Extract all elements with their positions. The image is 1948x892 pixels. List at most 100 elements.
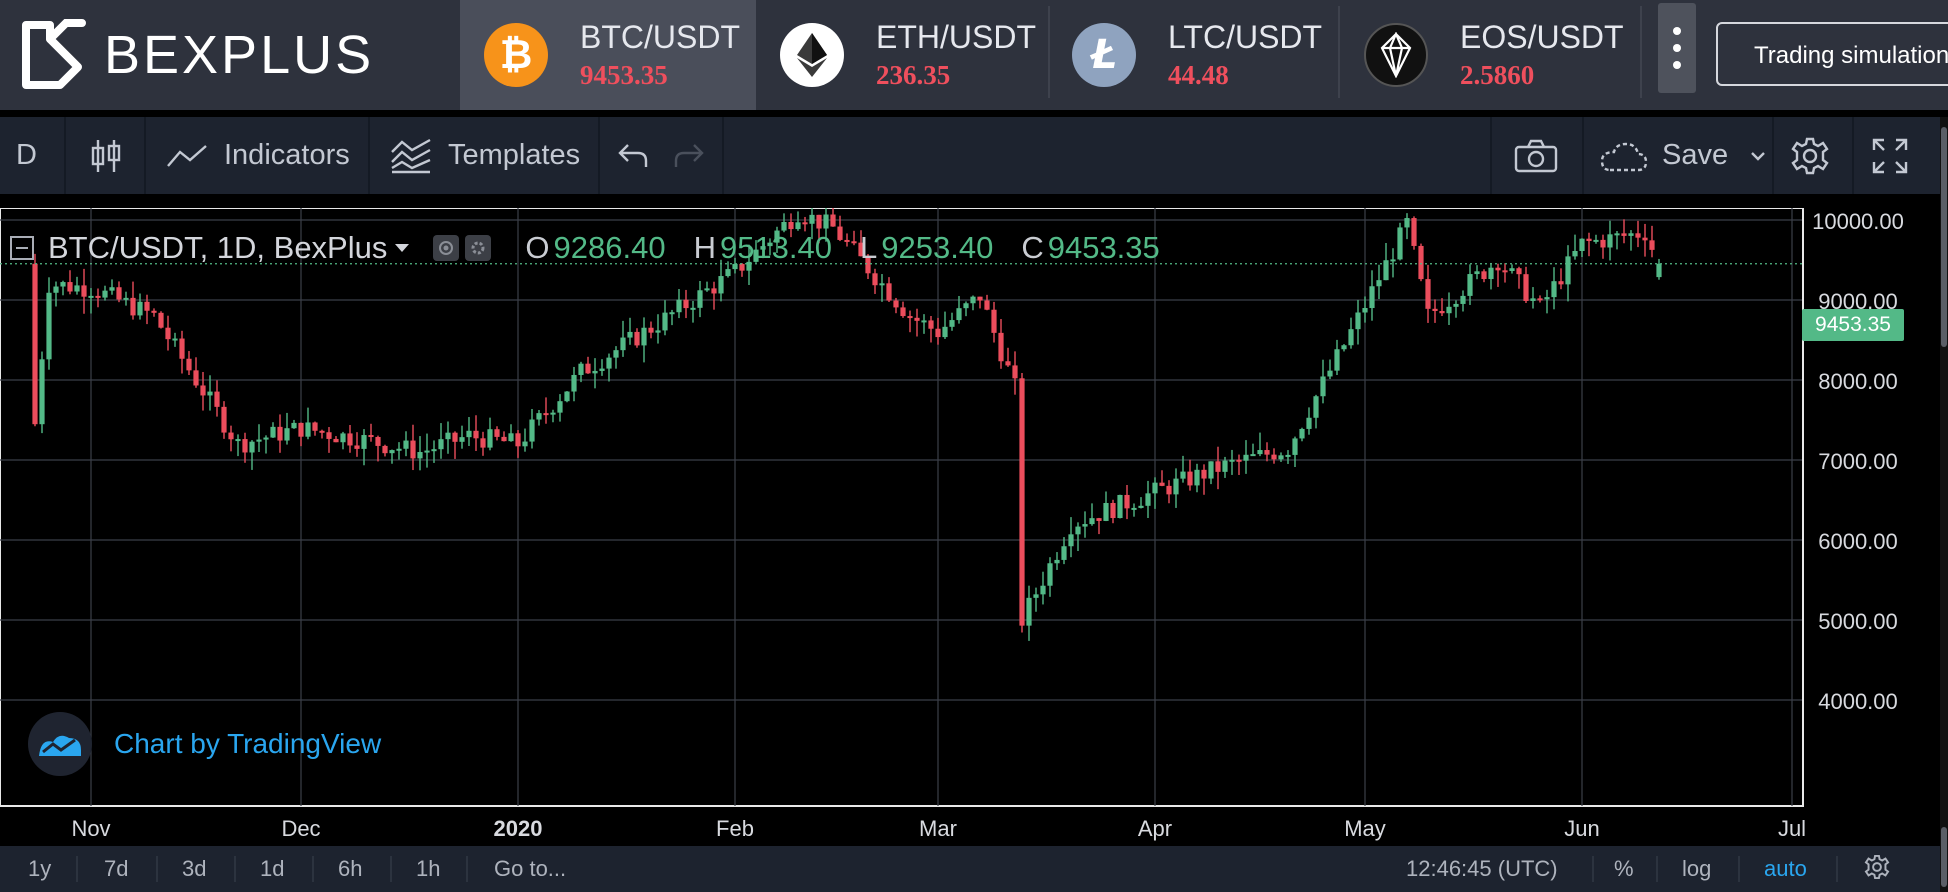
- candle-body: [1628, 233, 1634, 236]
- range-7d[interactable]: 7d: [104, 856, 129, 881]
- candle-body: [389, 450, 395, 454]
- candle-body: [1201, 469, 1207, 479]
- last-price-marker: 9453.35: [1802, 309, 1904, 341]
- candle-body: [116, 287, 122, 300]
- bottom-divider: [1592, 856, 1594, 882]
- candle-body: [102, 290, 108, 298]
- candle-body: [249, 441, 255, 453]
- candle-body: [1306, 417, 1312, 429]
- range-1h[interactable]: 1h: [416, 856, 441, 881]
- ticker-eos-usdt[interactable]: EOS/USDT 2.5860: [1340, 0, 1640, 110]
- percent-scale-toggle[interactable]: %: [1614, 856, 1634, 881]
- candle-body: [767, 242, 773, 247]
- candle-body: [1159, 482, 1165, 486]
- candle-body: [1530, 298, 1536, 301]
- ticker-divider: [1640, 6, 1642, 98]
- chart-settings-button[interactable]: [1864, 854, 1890, 884]
- candle-body: [1607, 234, 1613, 248]
- range-1y[interactable]: 1y: [28, 856, 52, 881]
- more-menu-button[interactable]: [1658, 3, 1696, 93]
- log-scale-toggle[interactable]: log: [1682, 856, 1712, 881]
- symbol-label[interactable]: BTC/USDT, 1D, BexPlus: [48, 230, 388, 265]
- undo-button[interactable]: [618, 117, 648, 194]
- candle-body: [564, 391, 570, 402]
- candle-body: [403, 440, 409, 449]
- bottom-divider: [466, 856, 468, 882]
- candle-body: [809, 214, 815, 224]
- candle-body: [1166, 485, 1172, 495]
- settings-button[interactable]: [1790, 117, 1830, 194]
- x-tick-label: Apr: [1138, 816, 1172, 841]
- bexplus-logo[interactable]: BEXPLUS: [20, 10, 400, 100]
- fullscreen-button[interactable]: [1872, 117, 1908, 194]
- candle-body: [1516, 268, 1522, 275]
- candle-body: [683, 299, 689, 309]
- ticker-price: 44.48: [1168, 60, 1229, 90]
- candle-body: [963, 303, 969, 309]
- candle-body: [977, 296, 983, 301]
- candle-body: [1446, 306, 1452, 314]
- candlestick-icon: [91, 139, 121, 172]
- candle-body: [291, 422, 297, 429]
- range-6h[interactable]: 6h: [338, 856, 363, 881]
- candle-body: [1362, 308, 1368, 313]
- candle-body: [480, 438, 486, 448]
- redo-button[interactable]: [674, 117, 704, 194]
- candle-body: [263, 437, 269, 440]
- interval-label: D: [16, 139, 37, 171]
- candle-body: [305, 422, 311, 437]
- tradingview-attribution[interactable]: Chart by TradingView: [28, 712, 381, 776]
- candle-body: [1320, 376, 1326, 397]
- interval-selector[interactable]: D: [16, 117, 56, 194]
- symbol-caret-icon[interactable]: [395, 244, 410, 252]
- collapse-legend-icon[interactable]: [10, 236, 34, 260]
- ticker-pair: BTC/USDT: [580, 19, 740, 55]
- auto-scale-toggle[interactable]: auto: [1764, 856, 1807, 881]
- templates-button[interactable]: Templates: [390, 117, 580, 194]
- candle-body: [886, 283, 892, 301]
- candle-body: [823, 214, 829, 229]
- candle-body: [459, 437, 465, 442]
- range-1d[interactable]: 1d: [260, 856, 285, 881]
- candle-body: [515, 433, 521, 447]
- page-scrollbar[interactable]: [1940, 117, 1948, 892]
- ticker-pair: EOS/USDT: [1460, 19, 1624, 55]
- litecoin-icon: Ł: [1072, 23, 1136, 87]
- y-tick-label: 10000.00: [1812, 209, 1904, 234]
- indicators-button[interactable]: Indicators: [166, 117, 350, 194]
- candle-body: [312, 422, 318, 431]
- candle-body: [1313, 396, 1319, 418]
- candle-body: [893, 300, 899, 308]
- go-to-date-button[interactable]: Go to...: [494, 856, 567, 881]
- candle-body: [1285, 454, 1291, 457]
- candle-body: [235, 439, 241, 442]
- trading-simulation-button[interactable]: Trading simulation: [1716, 22, 1948, 86]
- candle-body: [1635, 233, 1641, 238]
- candle-body: [1236, 459, 1242, 462]
- ticker-ltc-usdt[interactable]: Ł LTC/USDT 44.48: [1050, 0, 1340, 110]
- candlestick-chart-svg[interactable]: 4000.005000.006000.007000.008000.009000.…: [0, 208, 1940, 846]
- candle-body: [1334, 349, 1340, 371]
- ticker-btc-usdt[interactable]: ₿ BTC/USDT 9453.35: [460, 0, 756, 110]
- price-chart[interactable]: 4000.00 5000.00 6000.00 7000.00 8000.00 9000.…: [0, 208, 1940, 846]
- snapshot-button[interactable]: [1514, 117, 1558, 194]
- series-settings-icon[interactable]: [465, 235, 492, 261]
- candle-body: [830, 214, 836, 227]
- ticker-eth-usdt[interactable]: ETH/USDT 236.35: [756, 0, 1048, 110]
- range-3d[interactable]: 3d: [182, 856, 207, 881]
- bexplus-logo-icon: [22, 19, 86, 89]
- save-label: Save: [1662, 139, 1729, 171]
- candle-body: [1481, 271, 1487, 280]
- utc-clock[interactable]: 12:46:45 (UTC): [1406, 856, 1558, 881]
- candle-type-button[interactable]: [90, 117, 126, 194]
- save-button[interactable]: Save: [1598, 117, 1766, 194]
- bitcoin-icon: ₿: [484, 23, 548, 87]
- candle-body: [865, 256, 871, 274]
- eye-icon[interactable]: [433, 235, 460, 261]
- candle-body: [1215, 461, 1221, 472]
- candle-body: [788, 221, 794, 230]
- candle-body: [1460, 295, 1466, 304]
- candle-body: [1355, 312, 1361, 330]
- open-label: O: [525, 230, 550, 265]
- candle-body: [522, 441, 528, 447]
